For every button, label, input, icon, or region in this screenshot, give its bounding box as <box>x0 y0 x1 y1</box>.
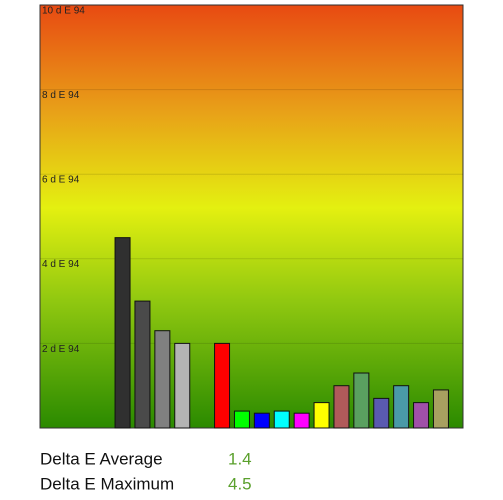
plot-area <box>39 4 464 429</box>
bar <box>293 412 310 429</box>
bar <box>154 330 171 429</box>
bar <box>214 342 231 429</box>
bar <box>174 342 191 429</box>
bar <box>134 300 151 429</box>
bar <box>393 385 410 429</box>
y-tick-label: 4 d E 94 <box>42 259 80 270</box>
bar <box>253 412 270 429</box>
bar <box>313 402 330 429</box>
y-tick-label: 10 d E 94 <box>42 5 85 16</box>
y-tick-label: 6 d E 94 <box>42 175 80 186</box>
stat-value: 4.5 <box>228 474 252 493</box>
bar <box>432 389 449 429</box>
bar <box>413 402 430 429</box>
bar <box>353 372 370 429</box>
bar <box>273 410 290 429</box>
y-tick-label: 2 d E 94 <box>42 344 80 355</box>
stat-label: Delta E Average <box>40 449 163 468</box>
stat-label: Delta E Maximum <box>40 474 174 493</box>
y-tick-label: 8 d E 94 <box>42 90 80 101</box>
stat-value: 1.4 <box>228 449 252 468</box>
bar <box>233 410 250 429</box>
bar <box>373 397 390 429</box>
bar <box>114 237 131 429</box>
bar <box>333 385 350 429</box>
